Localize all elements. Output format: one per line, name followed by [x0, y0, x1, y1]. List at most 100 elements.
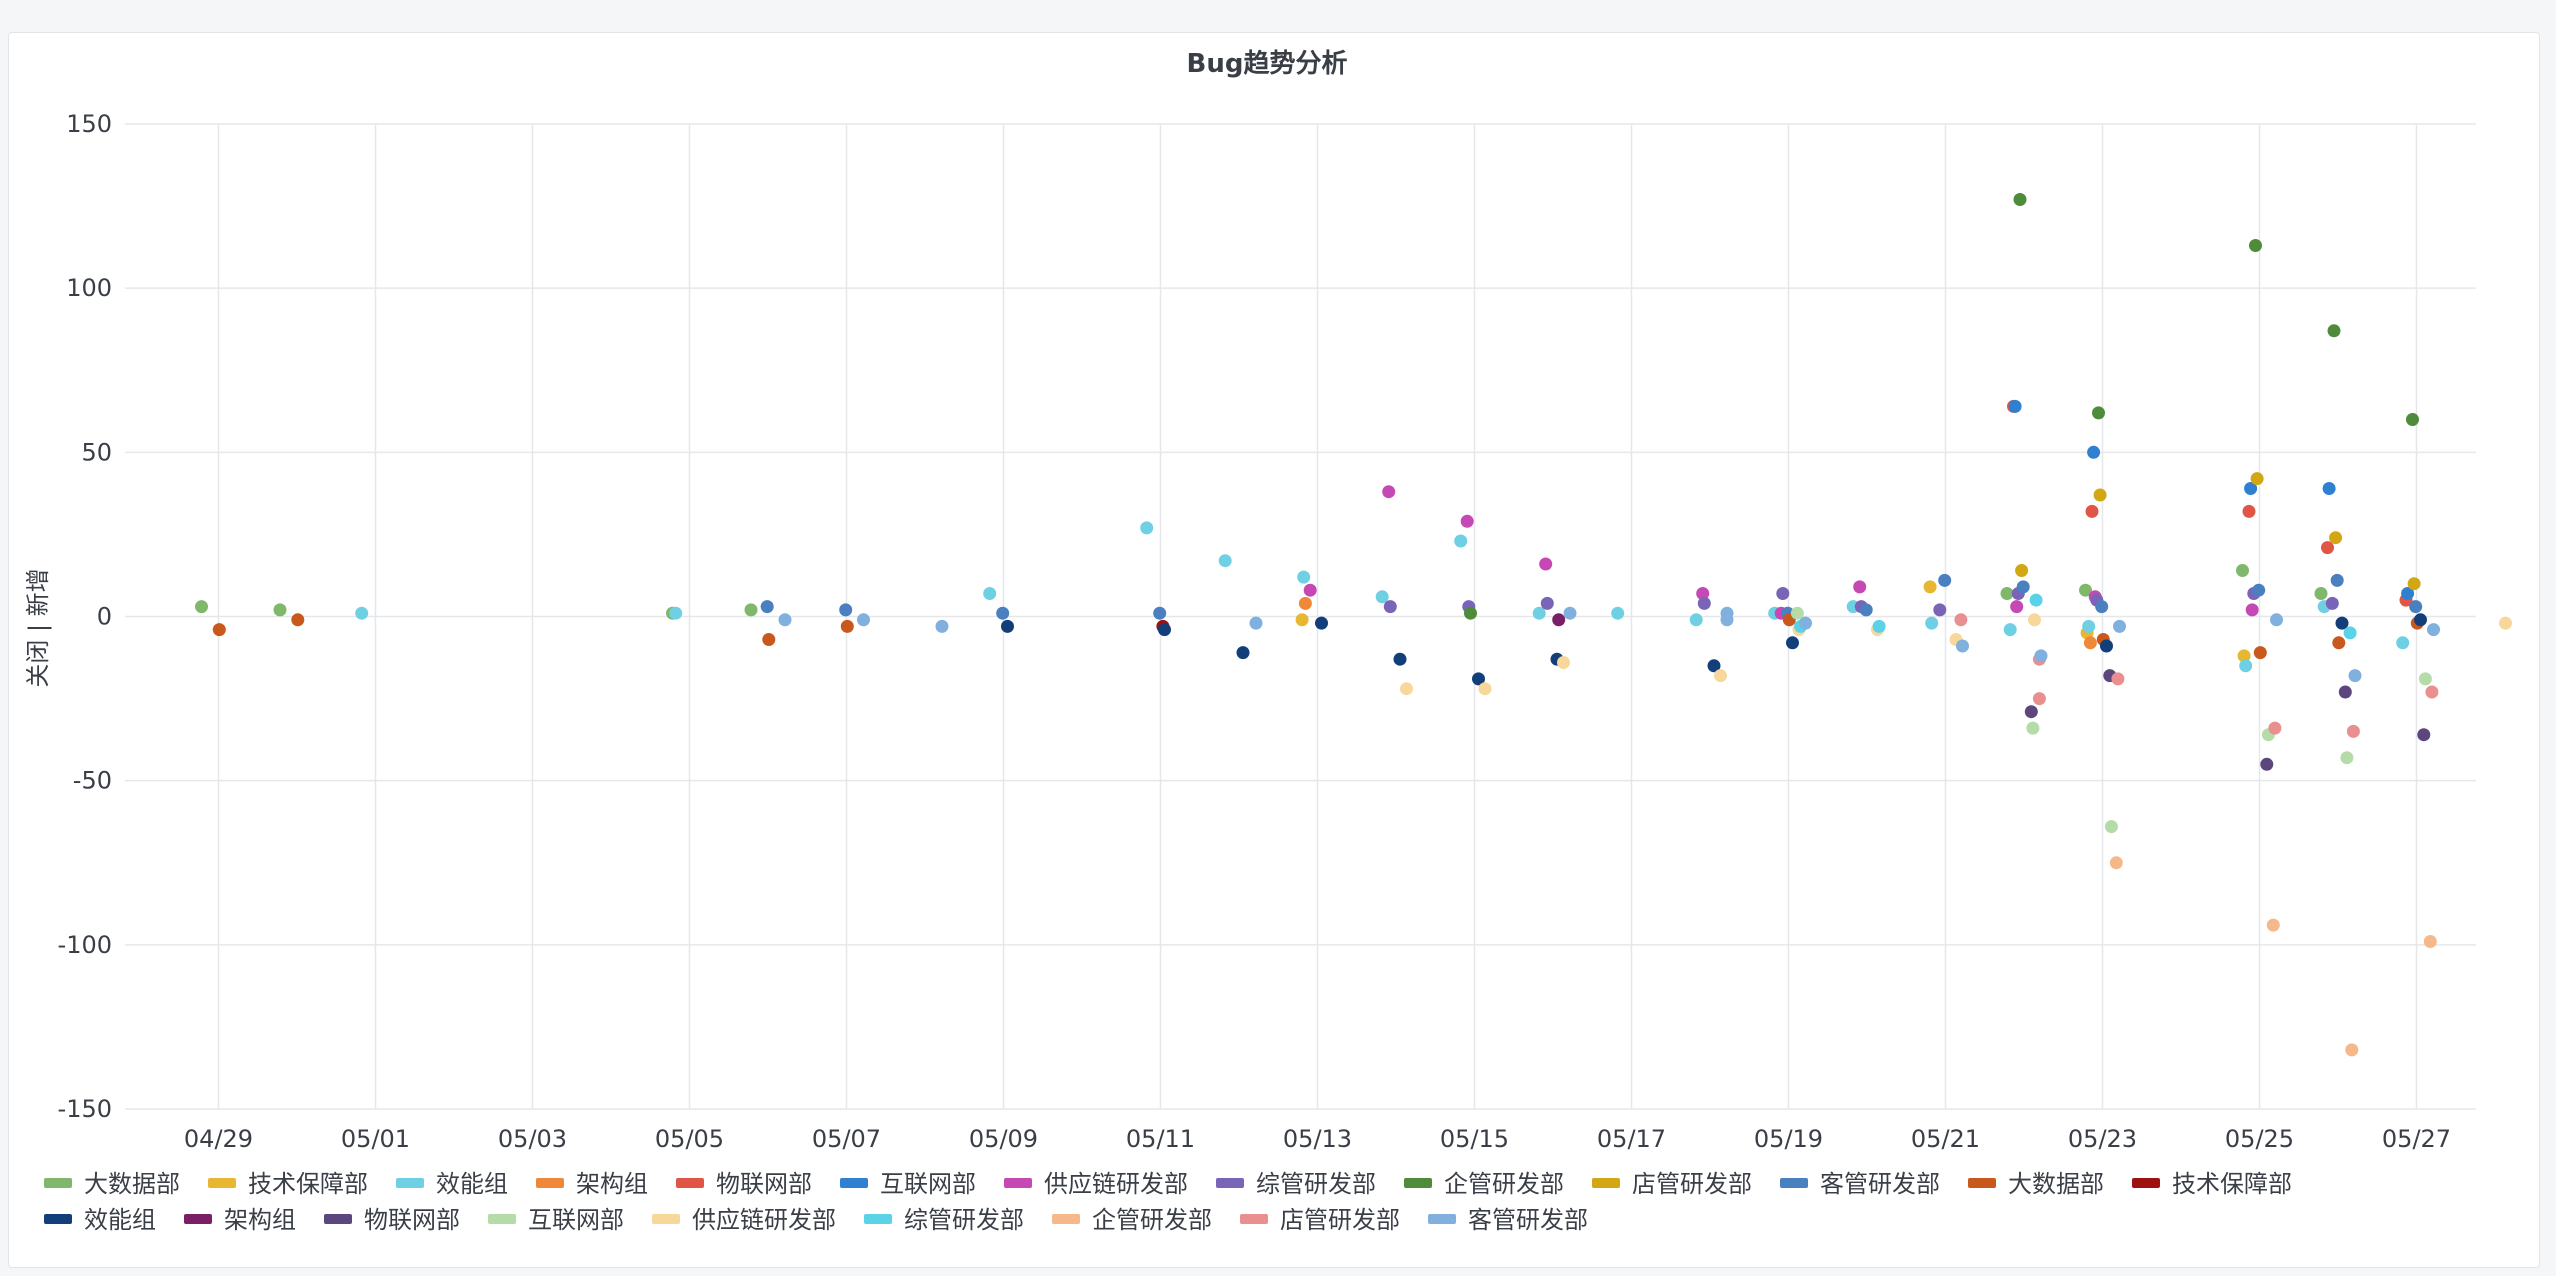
- legend-swatch: [1239, 1214, 1268, 1224]
- data-point: [2015, 564, 2029, 577]
- legend-item[interactable]: 物联网部: [675, 1170, 812, 1198]
- legend-item[interactable]: 技术保障部: [207, 1170, 368, 1198]
- legend-swatch: [44, 1214, 72, 1224]
- data-point: [2100, 639, 2113, 653]
- legend-item[interactable]: 供应链研发部: [1003, 1170, 1188, 1198]
- data-point: [1853, 580, 1867, 594]
- data-point: [2249, 239, 2262, 252]
- data-point: [2087, 445, 2101, 459]
- legend-item[interactable]: 客管研发部: [1427, 1206, 1588, 1234]
- legend-item[interactable]: 企管研发部: [1051, 1206, 1212, 1234]
- legend-label: 大数据部: [84, 1170, 180, 1198]
- legend-swatch: [1403, 1178, 1432, 1188]
- legend-item[interactable]: 效能组: [395, 1170, 508, 1198]
- data-point: [983, 587, 997, 600]
- legend-item[interactable]: 互联网部: [487, 1206, 624, 1234]
- data-point: [2252, 583, 2266, 597]
- legend-item[interactable]: 物联网部: [323, 1206, 460, 1234]
- legend-item[interactable]: 供应链研发部: [651, 1206, 836, 1234]
- data-point: [1140, 521, 1154, 535]
- data-point: [669, 606, 683, 620]
- data-point: [273, 603, 287, 617]
- data-point: [2079, 583, 2092, 597]
- y-tick-label: 150: [66, 110, 112, 138]
- data-point: [1689, 613, 1703, 627]
- data-point: [291, 613, 305, 627]
- data-point: [2245, 603, 2259, 617]
- data-point: [1859, 603, 1873, 617]
- legend-swatch: [839, 1178, 868, 1188]
- data-point: [212, 623, 226, 637]
- legend-item[interactable]: 综管研发部: [1215, 1170, 1376, 1198]
- x-tick-label: 05/17: [1597, 1125, 1666, 1153]
- data-point: [1714, 669, 1727, 683]
- data-point: [2010, 600, 2024, 614]
- legend-swatch: [395, 1178, 424, 1188]
- legend-label: 客管研发部: [1820, 1170, 1940, 1198]
- data-point: [2407, 577, 2421, 591]
- data-point: [1956, 639, 1969, 653]
- legend-label: 效能组: [84, 1206, 156, 1234]
- legend-item[interactable]: 互联网部: [839, 1170, 976, 1198]
- data-point: [2338, 685, 2352, 699]
- data-point: [1707, 659, 1721, 673]
- data-point: [2239, 659, 2253, 673]
- data-point: [1236, 646, 1250, 660]
- legend-item[interactable]: 效能组: [44, 1206, 156, 1234]
- legend-item[interactable]: 大数据部: [44, 1170, 180, 1198]
- data-point: [1400, 682, 1413, 696]
- data-point: [2406, 413, 2419, 426]
- data-point: [760, 600, 774, 614]
- legend-label: 企管研发部: [1444, 1170, 1564, 1198]
- data-point: [1720, 606, 1734, 620]
- y-axis-ticks: 150 100 50 0 -50 -100 -150: [58, 110, 112, 1123]
- legend-label: 物联网部: [364, 1206, 460, 1234]
- data-point: [1249, 616, 1263, 630]
- data-point: [1375, 590, 1389, 604]
- x-tick-label: 05/19: [1754, 1125, 1823, 1153]
- y-tick-label: 0: [97, 603, 112, 631]
- grid: [125, 123, 2476, 1110]
- legend-swatch: [323, 1214, 352, 1224]
- x-tick-label: 05/11: [1126, 1125, 1195, 1153]
- data-point: [1153, 606, 1167, 620]
- data-point: [1776, 587, 1790, 600]
- legend-label: 客管研发部: [1468, 1206, 1588, 1234]
- legend-item[interactable]: 客管研发部: [1779, 1170, 1940, 1198]
- legend-swatch: [1591, 1178, 1620, 1188]
- legend-item[interactable]: 大数据部: [1967, 1170, 2104, 1198]
- data-point: [1938, 573, 1952, 587]
- x-tick-label: 05/09: [969, 1125, 1038, 1153]
- legend-label: 供应链研发部: [692, 1206, 836, 1234]
- data-point: [1611, 606, 1625, 620]
- data-point: [1790, 606, 1804, 620]
- legend-label: 供应链研发部: [1044, 1170, 1188, 1198]
- legend[interactable]: 大数据部 技术保障部 效能组 架构组 物联网部 互联网部 供应链研发部 综管研发部 企管研发部店…: [44, 1170, 2292, 1234]
- legend-item[interactable]: 架构组: [535, 1170, 648, 1198]
- legend-item[interactable]: 技术保障部: [2131, 1170, 2292, 1198]
- legend-label: 大数据部: [2008, 1170, 2104, 1198]
- data-point: [2346, 724, 2360, 738]
- data-point: [2032, 692, 2046, 706]
- data-point: [2085, 504, 2099, 518]
- data-point: [1218, 554, 1232, 568]
- data-point: [2092, 406, 2105, 420]
- legend-label: 互联网部: [880, 1170, 976, 1198]
- data-point: [839, 603, 853, 617]
- data-point: [2244, 482, 2258, 495]
- legend-item[interactable]: 企管研发部: [1403, 1170, 1564, 1198]
- legend-item[interactable]: 架构组: [183, 1206, 296, 1234]
- data-point: [2266, 918, 2280, 932]
- data-point: [840, 619, 854, 633]
- data-point: [195, 600, 208, 614]
- data-points: [195, 193, 2512, 1057]
- legend-item[interactable]: 店管研发部: [1591, 1170, 1752, 1198]
- legend-item[interactable]: 店管研发部: [1239, 1206, 1400, 1234]
- legend-item[interactable]: 综管研发部: [863, 1206, 1024, 1234]
- data-point: [2423, 935, 2437, 948]
- data-point: [1799, 616, 1812, 630]
- data-point: [2028, 613, 2041, 627]
- x-tick-label: 05/25: [2225, 1125, 2294, 1153]
- data-point: [2026, 721, 2040, 735]
